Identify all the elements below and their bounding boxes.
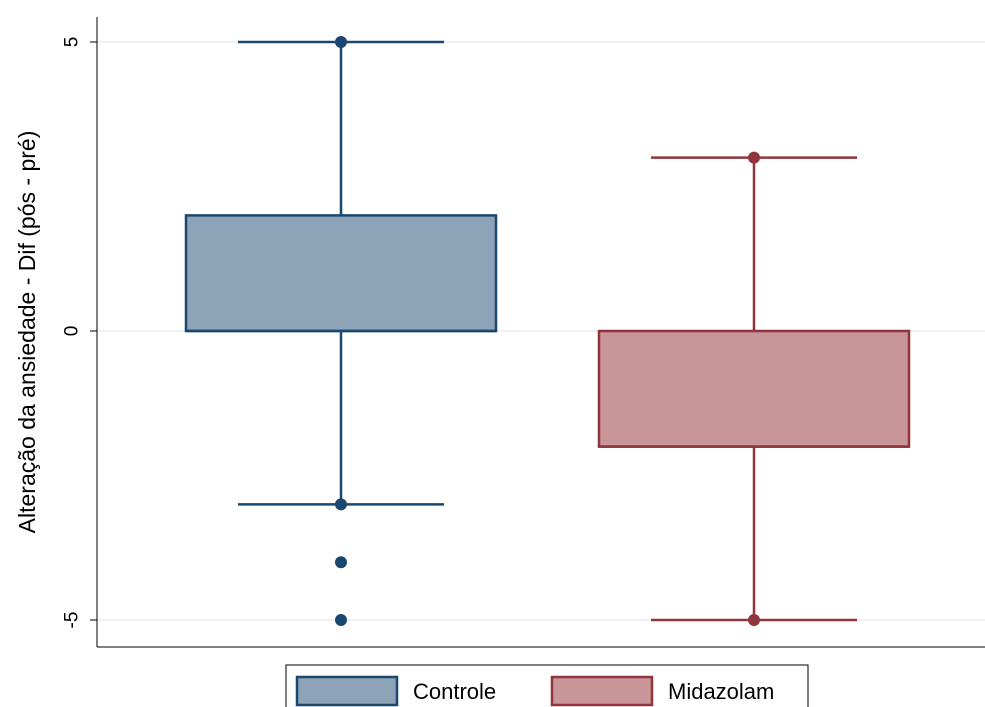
iqr-box <box>184 214 498 333</box>
legend: Controle Midazolam <box>285 664 809 707</box>
y-tick-label: -5 <box>62 612 83 629</box>
whisker-end-marker <box>748 614 760 626</box>
y-tick-label: 5 <box>62 37 83 48</box>
legend-swatch <box>295 675 399 707</box>
legend-item: Midazolam <box>550 675 774 707</box>
whisker-end-marker <box>335 498 347 511</box>
legend-label: Controle <box>413 679 496 704</box>
outlier-point <box>335 614 347 626</box>
legend-label: Midazolam <box>668 679 774 704</box>
box-group <box>597 151 911 626</box>
box-group <box>184 36 498 626</box>
whisker-end-marker <box>335 36 347 48</box>
legend-swatch <box>550 675 654 707</box>
iqr-box <box>597 329 911 448</box>
whisker-end-marker <box>748 151 760 164</box>
y-axis-title: Alteração da ansiedade - Dif (pós - pré) <box>14 131 40 534</box>
axes <box>96 17 985 648</box>
y-tick-label: 0 <box>62 326 83 337</box>
y-axis-ticks: 5 0 -5 <box>62 37 97 629</box>
legend-item: Controle <box>295 675 496 707</box>
outlier-point <box>335 556 347 569</box>
legend-items: Controle Midazolam <box>295 675 774 707</box>
box-series <box>184 36 911 626</box>
